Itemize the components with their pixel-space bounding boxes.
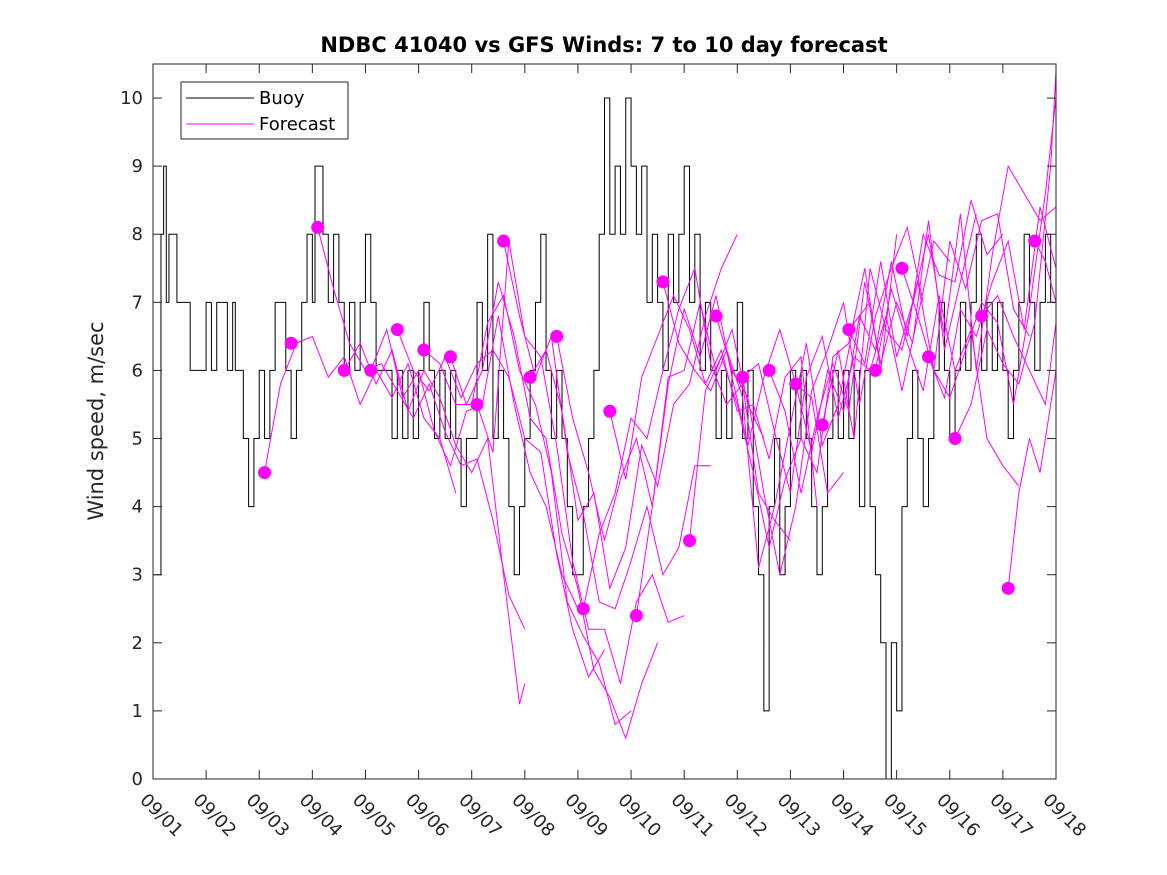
y-tick-label: 6 — [132, 360, 143, 381]
forecast-line — [476, 240, 685, 684]
y-tick-label: 2 — [132, 633, 143, 654]
forecast-marker — [1001, 581, 1015, 595]
buoy-line — [153, 97, 1056, 779]
forecast-marker — [258, 466, 272, 480]
forecast-line — [423, 294, 632, 726]
forecast-marker — [576, 602, 590, 616]
forecast-marker — [523, 370, 537, 384]
forecast-marker — [390, 323, 404, 337]
forecast-series — [264, 70, 1056, 740]
forecast-marker — [337, 363, 351, 377]
legend-forecast-label: Forecast — [259, 114, 335, 135]
forecast-marker — [364, 363, 378, 377]
forecast-marker — [682, 534, 696, 548]
forecast-marker — [842, 323, 856, 337]
forecast-line — [1034, 240, 1056, 303]
y-tick-label: 3 — [132, 565, 143, 586]
forecast-line — [981, 294, 1056, 407]
y-axis-ticks: 0 1 2 3 4 5 6 7 8 9 10 — [120, 88, 1056, 790]
forecast-line — [768, 213, 977, 494]
forecast-line — [449, 281, 659, 740]
forecast-marker — [948, 432, 962, 446]
forecast-line — [635, 295, 844, 616]
y-tick-label: 0 — [132, 769, 143, 790]
forecast-marker — [311, 220, 325, 234]
forecast-marker — [736, 370, 750, 384]
y-tick-label: 7 — [132, 292, 143, 313]
forecast-line — [529, 234, 738, 591]
y-tick-label: 1 — [132, 701, 143, 722]
forecast-line — [343, 342, 526, 705]
forecast-marker — [656, 275, 670, 289]
forecast-marker — [895, 261, 909, 275]
forecast-line — [396, 329, 605, 679]
forecast-line — [742, 239, 951, 494]
forecast-marker — [1028, 234, 1042, 248]
y-tick-label: 9 — [132, 156, 143, 177]
forecast-marker — [443, 350, 457, 364]
forecast-marker — [417, 343, 431, 357]
forecast-marker — [922, 350, 936, 364]
forecast-marker — [789, 377, 803, 391]
forecast-marker — [815, 418, 829, 432]
plot-frame — [152, 63, 1057, 780]
forecast-line — [582, 266, 791, 609]
forecast-line — [848, 164, 1056, 371]
forecast-marker — [550, 329, 564, 343]
buoy-series — [153, 97, 1056, 779]
forecast-marker — [284, 336, 298, 350]
forecast-line — [928, 206, 1056, 400]
y-tick-label: 10 — [120, 88, 143, 109]
forecast-line — [821, 213, 1030, 439]
forecast-marker — [762, 363, 776, 377]
forecast-markers — [258, 220, 1042, 623]
chart-title: NDBC 41040 vs GFS Winds: 7 to 10 day for… — [320, 33, 887, 57]
legend: Buoy Forecast — [180, 81, 349, 140]
forecast-marker — [603, 404, 617, 418]
forecast-marker — [709, 309, 723, 323]
forecast-marker — [868, 363, 882, 377]
forecast-marker — [470, 397, 484, 411]
forecast-marker — [975, 309, 989, 323]
y-axis-label: Wind speed, m/sec — [84, 321, 108, 520]
y-tick-label: 5 — [132, 429, 143, 450]
forecast-marker — [629, 609, 643, 623]
forecast-line — [503, 240, 711, 610]
legend-buoy-label: Buoy — [259, 88, 305, 109]
y-tick-label: 8 — [132, 224, 143, 245]
legend-box — [180, 81, 349, 140]
y-tick-label: 4 — [132, 497, 143, 518]
forecast-line — [874, 288, 1020, 487]
forecast-line — [609, 294, 818, 507]
forecast-line — [954, 70, 1056, 439]
forecast-marker — [497, 234, 511, 248]
forecast-line — [688, 234, 898, 548]
forecast-line — [1007, 370, 1056, 589]
forecast-line — [317, 227, 526, 630]
forecast-line — [795, 200, 1004, 453]
